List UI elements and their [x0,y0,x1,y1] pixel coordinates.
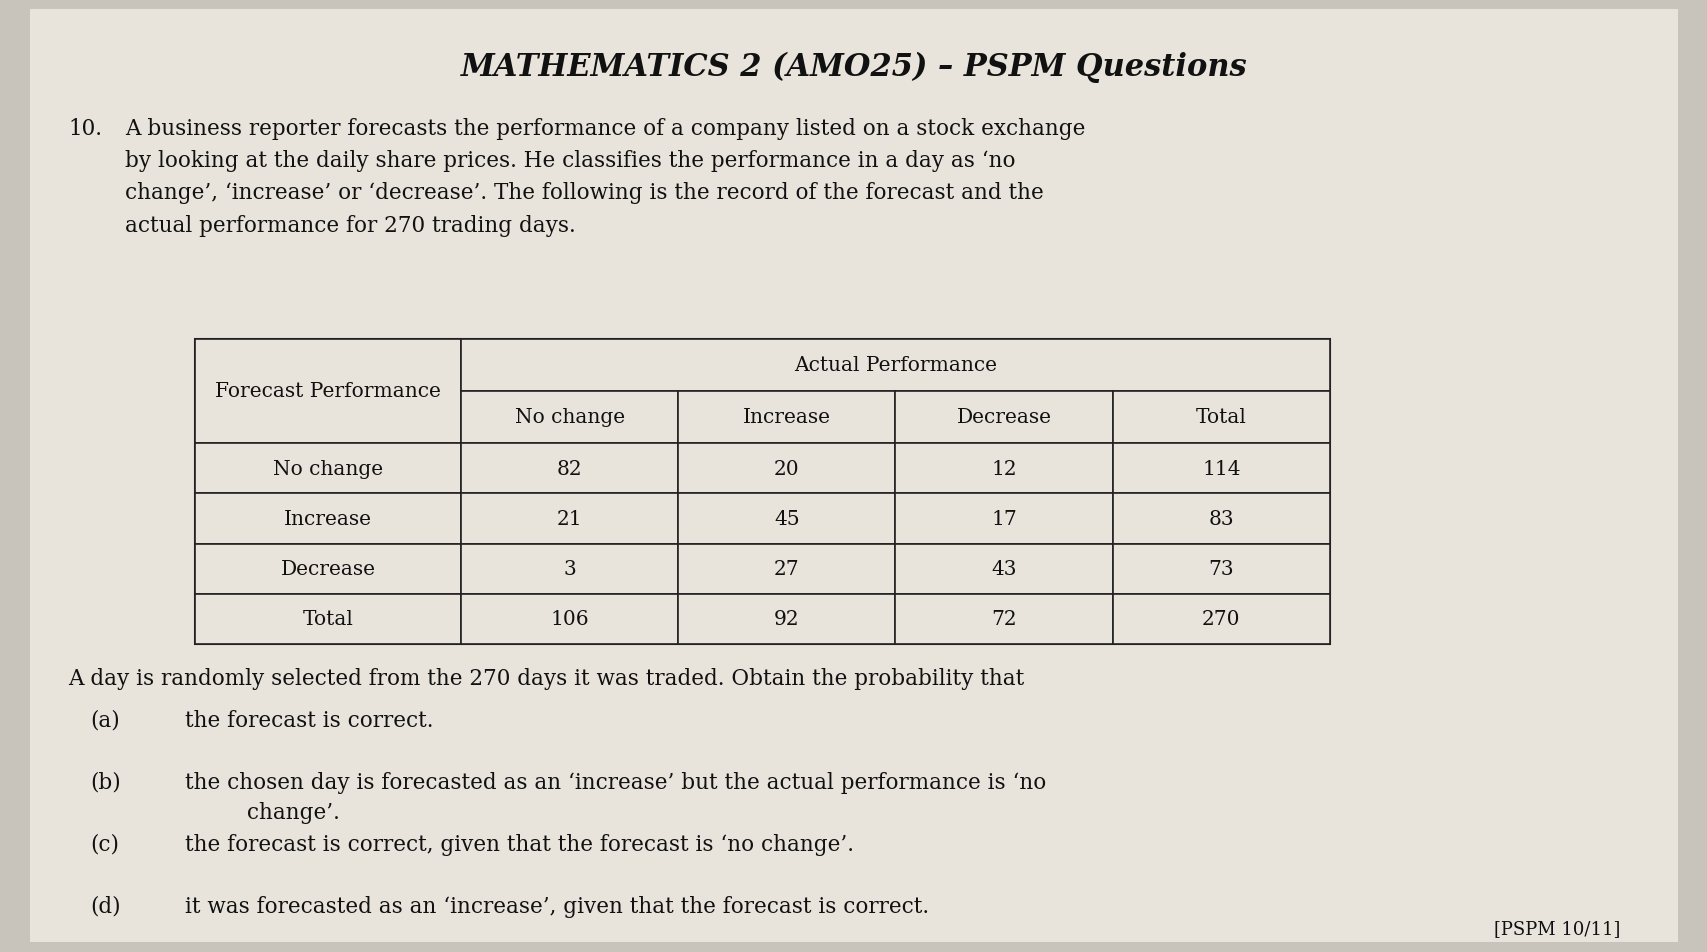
Text: 92: 92 [773,609,799,628]
Text: 12: 12 [990,459,1016,478]
Text: (a): (a) [90,709,119,731]
Text: it was forecasted as an ‘increase’, given that the forecast is correct.: it was forecasted as an ‘increase’, give… [184,895,929,917]
Bar [195,340,1330,645]
Text: MATHEMATICS 2 (AMO25) – PSPM Questions: MATHEMATICS 2 (AMO25) – PSPM Questions [461,52,1246,83]
Bar [195,340,461,444]
Text: 20: 20 [773,459,799,478]
Text: Decrease: Decrease [280,560,376,579]
Bar [461,444,678,494]
Text: A day is randomly selected from the 270 days it was traded. Obtain the probabili: A day is randomly selected from the 270 … [68,667,1024,689]
Text: 114: 114 [1202,459,1239,478]
Bar [678,444,894,494]
Bar [461,594,678,645]
Text: Forecast Performance: Forecast Performance [215,382,440,401]
Text: (c): (c) [90,833,119,855]
Bar [195,444,461,494]
Text: [PSPM 10/11]: [PSPM 10/11] [1492,919,1618,937]
Text: 17: 17 [990,509,1016,528]
Text: 3: 3 [563,560,575,579]
Bar [678,544,894,594]
Text: 82: 82 [556,459,582,478]
Text: (d): (d) [90,895,121,917]
Bar [894,391,1111,444]
Bar [678,494,894,544]
Text: Total: Total [1195,408,1246,427]
Bar [195,594,461,645]
Text: 106: 106 [550,609,589,628]
Bar [1111,594,1330,645]
Text: 72: 72 [990,609,1016,628]
Bar [1111,444,1330,494]
Text: (b): (b) [90,771,121,793]
Text: 27: 27 [773,560,799,579]
Bar [461,494,678,544]
Bar [894,444,1111,494]
Text: Actual Performance: Actual Performance [794,356,997,375]
Text: the chosen day is forecasted as an ‘increase’ but the actual performance is ‘no
: the chosen day is forecasted as an ‘incr… [184,771,1046,823]
Text: 10.: 10. [68,118,102,140]
Text: Decrease: Decrease [956,408,1052,427]
Text: No change: No change [273,459,382,478]
Text: 45: 45 [773,509,799,528]
Bar [678,391,894,444]
Text: No change: No change [514,408,625,427]
Text: Increase: Increase [283,509,372,528]
Bar [894,594,1111,645]
Text: A business reporter forecasts the performance of a company listed on a stock exc: A business reporter forecasts the perfor… [125,118,1084,236]
Bar [1111,391,1330,444]
Text: 21: 21 [556,509,582,528]
Text: the forecast is correct.: the forecast is correct. [184,709,434,731]
Text: 43: 43 [990,560,1016,579]
Text: 73: 73 [1209,560,1234,579]
Bar [461,391,678,444]
Text: 83: 83 [1209,509,1234,528]
Bar [195,544,461,594]
Text: Increase: Increase [743,408,830,427]
Bar [1111,494,1330,544]
Bar [678,594,894,645]
Bar [894,494,1111,544]
Text: Total: Total [302,609,353,628]
Text: 270: 270 [1202,609,1239,628]
Bar [195,494,461,544]
Bar [1111,544,1330,594]
Bar [461,544,678,594]
Bar [894,544,1111,594]
Text: the forecast is correct, given that the forecast is ‘no change’.: the forecast is correct, given that the … [184,833,854,855]
Bar [461,340,1330,391]
